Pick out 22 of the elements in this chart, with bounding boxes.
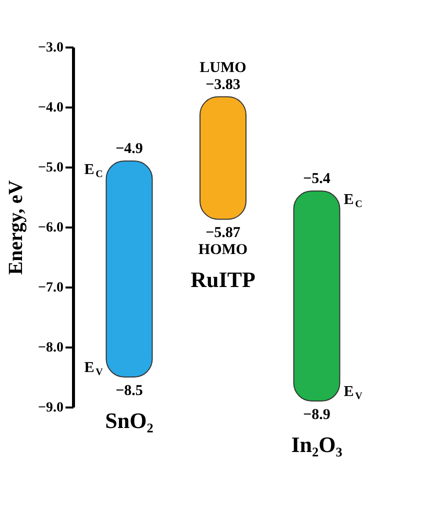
- y-tick-label: −7.0: [38, 280, 64, 296]
- x-tick-label: RuITP: [190, 267, 256, 292]
- annotation: −4.9: [116, 141, 143, 157]
- y-tick-label: −6.0: [38, 220, 64, 236]
- annotation: −8.5: [116, 383, 143, 399]
- annotation: −5.4: [303, 171, 331, 187]
- annotation: −5.87: [206, 225, 241, 242]
- annotation: −8.9: [303, 407, 330, 423]
- x-tick-label: In₂O₃: [291, 432, 343, 457]
- annotation: HOMO: [198, 242, 248, 258]
- bar: [293, 190, 340, 402]
- bar: [200, 96, 246, 220]
- annotation: LUMO: [200, 60, 246, 76]
- y-tick-label: −9.0: [38, 400, 64, 416]
- bar: [106, 160, 153, 378]
- annotation: −3.83: [206, 76, 240, 93]
- y-tick-label: −3.0: [38, 40, 64, 56]
- y-tick-label: −4.0: [38, 100, 64, 116]
- y-tick-label: −5.0: [38, 160, 64, 176]
- y-axis-title: Energy, eV: [5, 180, 28, 275]
- x-tick-label: SnO₂: [105, 408, 154, 433]
- y-tick-label: −8.0: [38, 340, 64, 356]
